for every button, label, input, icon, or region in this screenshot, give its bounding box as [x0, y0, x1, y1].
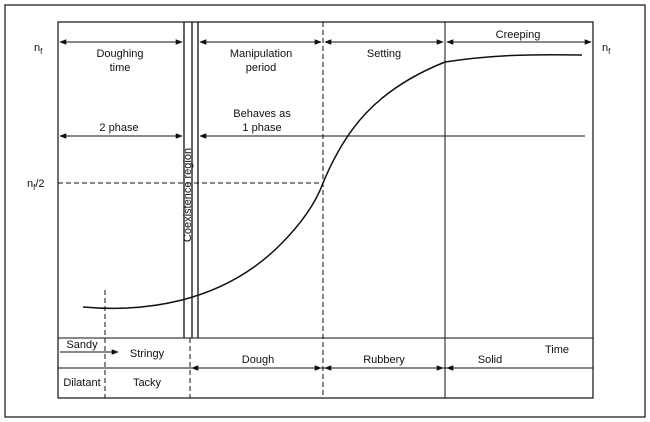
nf-top-left-label: nf [34, 42, 43, 56]
doughing-label-line1: Doughing [96, 48, 143, 60]
solid-label: Solid [478, 354, 502, 366]
tacky-label: Tacky [133, 377, 162, 389]
manipulation-label-line2: period [246, 62, 277, 74]
rubbery-label: Rubbery [363, 354, 405, 366]
doughing-label-line2: time [110, 62, 131, 74]
sandy-label: Sandy [66, 339, 98, 351]
manipulation-label-line1: Manipulation [230, 48, 292, 60]
creeping-label: Creeping [496, 29, 541, 41]
nf-top-right-label: nf [602, 42, 611, 56]
time-label: Time [545, 344, 569, 356]
one-phase-label-line1: Behaves as [233, 108, 291, 120]
one-phase-label-line2: 1 phase [242, 122, 281, 134]
nf-half-label: nf/2 [27, 178, 45, 192]
setting-label: Setting [367, 48, 401, 60]
two-phase-label: 2 phase [99, 122, 138, 134]
page-border [4, 4, 646, 418]
setting-curve [82, 53, 583, 310]
coexistence-label: Coexistence region [182, 148, 194, 242]
stringy-label: Stringy [130, 348, 165, 360]
dough-label: Dough [242, 354, 274, 366]
diagram-frame [57, 21, 594, 399]
dilatant-label: Dilatant [63, 377, 100, 389]
